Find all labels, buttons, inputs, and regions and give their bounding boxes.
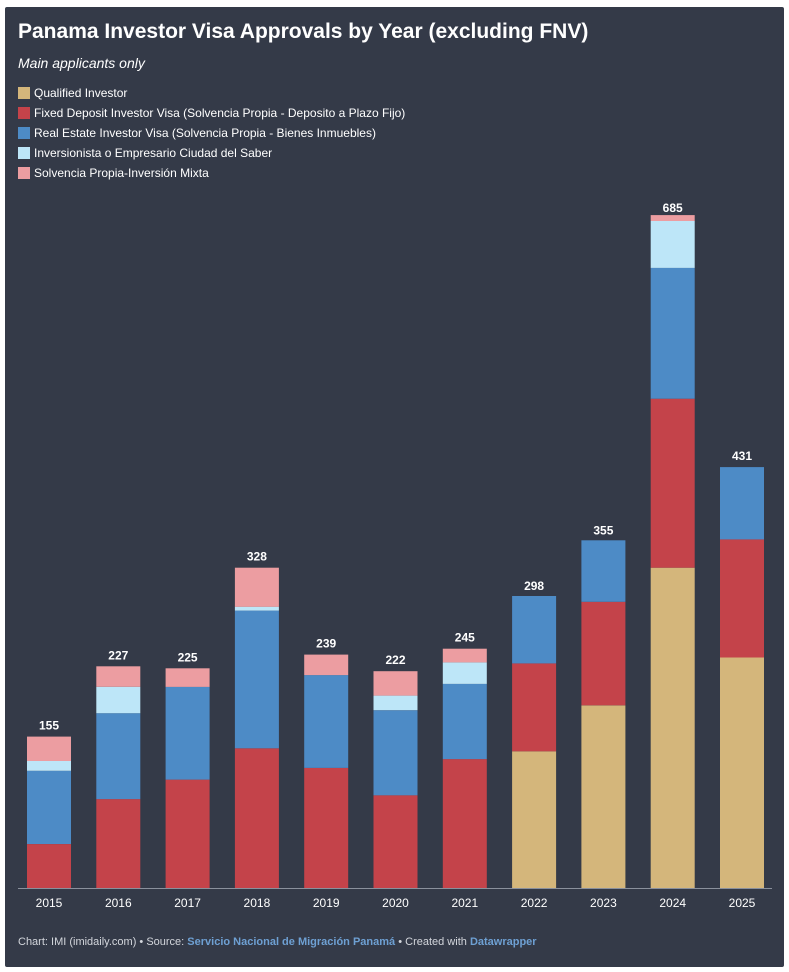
- bar-segment-2021-s4: [442, 648, 487, 663]
- source-link[interactable]: Servicio Nacional de Migración Panamá: [187, 936, 396, 948]
- x-tick-label-2018: 2018: [244, 896, 271, 910]
- x-tick-label-2023: 2023: [590, 896, 617, 910]
- stacked-bar-chart: 155 2015 227 2016 225 2017 328 2018 239 2019 222 20…: [18, 201, 772, 910]
- legend-item-real-estate: Real Estate Investor Visa (Solvencia Pro…: [18, 123, 405, 143]
- legend-label: Qualified Investor: [34, 86, 128, 100]
- bar-segment-2023-s1: [581, 601, 626, 706]
- bar-segment-2018-s4: [234, 567, 279, 607]
- total-label-2017: 225: [178, 650, 198, 664]
- total-label-2015: 155: [39, 719, 59, 733]
- bar-segment-2025-s0: [720, 657, 764, 888]
- legend-label: Fixed Deposit Investor Visa (Solvencia P…: [34, 106, 406, 120]
- total-label-2022: 298: [524, 579, 544, 593]
- legend-label: Real Estate Investor Visa (Solvencia Pro…: [34, 126, 376, 140]
- chart-card: Panama Investor Visa Approvals by Year (…: [5, 7, 784, 967]
- bar-segment-2024-s1: [650, 398, 695, 568]
- bar-segment-2016-s2: [96, 713, 141, 800]
- legend-swatch: [18, 147, 30, 159]
- x-tick-label-2016: 2016: [105, 896, 132, 910]
- bar-segment-2023-s0: [581, 705, 626, 888]
- bar-segment-2015-s4: [27, 736, 71, 761]
- footer-created-with: • Created with: [395, 936, 470, 948]
- total-label-2023: 355: [593, 523, 613, 537]
- bar-segment-2021-s1: [442, 759, 487, 888]
- chart-title: Panama Investor Visa Approvals by Year (…: [18, 20, 589, 43]
- bar-segment-2025-s2: [720, 467, 764, 540]
- bar-segment-2024-s0: [650, 567, 695, 888]
- legend-label: Inversionista o Empresario Ciudad del Sa…: [34, 146, 273, 160]
- bar-segment-2022-s1: [512, 663, 557, 752]
- bar-segment-2025-s1: [720, 539, 764, 658]
- bar-segment-2021-s2: [442, 683, 487, 760]
- bar-segment-2015-s3: [27, 761, 71, 771]
- datawrapper-link[interactable]: Datawrapper: [469, 936, 537, 948]
- legend-item-fixed-deposit: Fixed Deposit Investor Visa (Solvencia P…: [18, 103, 405, 123]
- bar-segment-2018-s2: [234, 610, 279, 749]
- bar-segment-2018-s3: [234, 606, 279, 611]
- x-tick-label-2015: 2015: [36, 896, 63, 910]
- x-tick-label-2021: 2021: [451, 896, 478, 910]
- legend-item-ciudad-del-saber: Inversionista o Empresario Ciudad del Sa…: [18, 143, 405, 163]
- bar-segment-2020-s2: [373, 710, 418, 796]
- footer-credit: Chart: IMI (imidaily.com) • Source:: [18, 936, 188, 948]
- legend: Qualified Investor Fixed Deposit Investo…: [18, 83, 405, 183]
- total-label-2018: 328: [247, 550, 267, 564]
- bar-segment-2016-s1: [96, 799, 141, 888]
- total-label-2024: 685: [663, 201, 683, 215]
- bar-segment-2015-s2: [27, 770, 71, 844]
- total-label-2020: 222: [385, 653, 405, 667]
- bar-segment-2019-s4: [304, 654, 349, 676]
- total-label-2019: 239: [316, 637, 336, 651]
- bar-segment-2019-s2: [304, 675, 349, 768]
- bar-segment-2022-s2: [512, 596, 557, 664]
- bar-segment-2021-s3: [442, 662, 487, 684]
- x-tick-label-2020: 2020: [382, 896, 409, 910]
- x-tick-label-2017: 2017: [174, 896, 201, 910]
- bar-segment-2024-s4: [650, 215, 695, 221]
- bar-segment-2022-s0: [512, 751, 557, 888]
- bar-segment-2020-s4: [373, 671, 418, 696]
- legend-item-inversion-mixta: Solvencia Propia-Inversión Mixta: [18, 163, 405, 183]
- bar-segment-2017-s4: [165, 668, 210, 687]
- bar-segment-2016-s3: [96, 686, 141, 714]
- bar-segment-2016-s4: [96, 666, 141, 687]
- x-tick-label-2025: 2025: [729, 896, 756, 910]
- bar-segment-2017-s1: [165, 779, 210, 888]
- bar-segment-2020-s1: [373, 795, 418, 888]
- legend-swatch: [18, 87, 30, 99]
- x-tick-label-2024: 2024: [659, 896, 686, 910]
- chart-subtitle: Main applicants only: [18, 55, 145, 71]
- x-tick-label-2019: 2019: [313, 896, 340, 910]
- bar-segment-2019-s1: [304, 767, 349, 888]
- bar-segment-2024-s3: [650, 221, 695, 268]
- total-label-2016: 227: [108, 648, 128, 662]
- chart-footer: Chart: IMI (imidaily.com) • Source: Serv…: [18, 936, 537, 948]
- bar-segment-2015-s1: [27, 844, 71, 888]
- bar-segment-2024-s2: [650, 267, 695, 399]
- legend-item-qualified-investor: Qualified Investor: [18, 83, 405, 103]
- legend-swatch: [18, 167, 30, 179]
- legend-swatch: [18, 127, 30, 139]
- legend-label: Solvencia Propia-Inversión Mixta: [34, 166, 209, 180]
- legend-swatch: [18, 107, 30, 119]
- bar-segment-2017-s2: [165, 686, 210, 780]
- x-tick-label-2022: 2022: [521, 896, 548, 910]
- total-label-2021: 245: [455, 631, 475, 645]
- bar-segment-2020-s3: [373, 695, 418, 711]
- total-label-2025: 431: [732, 449, 752, 463]
- bar-segment-2018-s1: [234, 748, 279, 888]
- bar-segment-2023-s2: [581, 540, 626, 602]
